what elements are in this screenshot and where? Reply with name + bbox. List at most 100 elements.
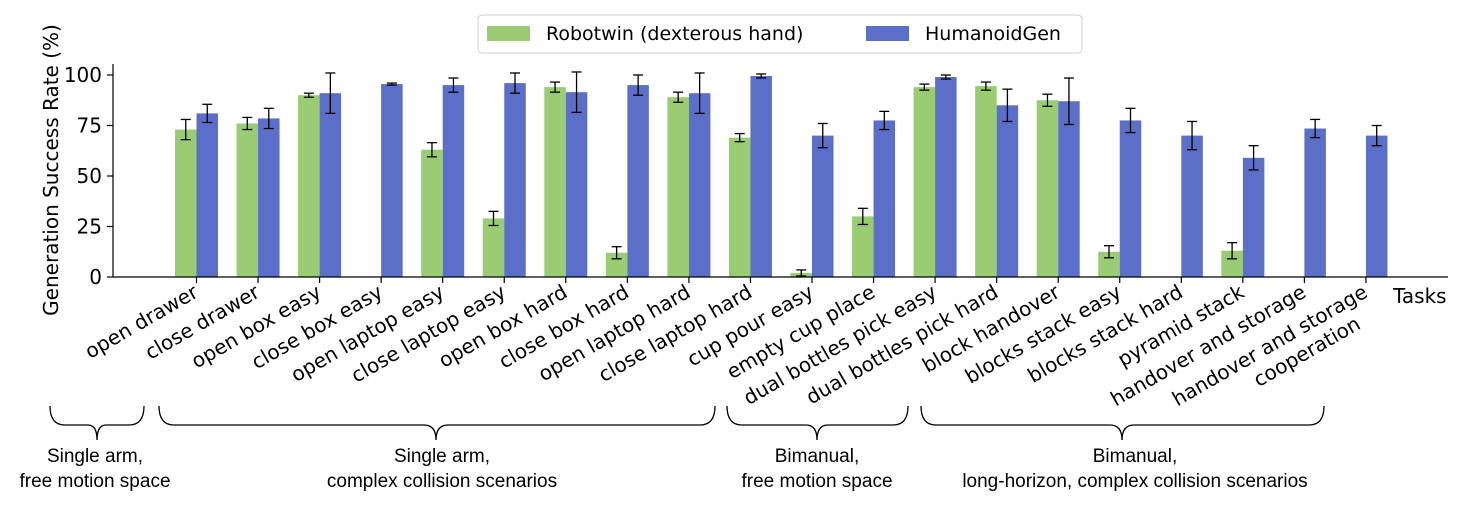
bar-robotwin-14: [975, 86, 997, 277]
bar-robotwin-1: [175, 129, 197, 277]
error-bar-robotwin-5: [426, 142, 437, 158]
group-2-line2: complex collision scenarios: [327, 471, 557, 492]
legend-swatch-robotwin: [487, 26, 530, 41]
legend-swatch-humanoidgen: [866, 26, 909, 41]
error-bar-humanoidgen-1: [202, 103, 213, 124]
bar-humanoidgen-9: [688, 93, 711, 278]
group-brace-1: [49, 405, 145, 441]
error-bar-humanoidgen-19: [1310, 118, 1321, 139]
error-bar-humanoidgen-16: [1125, 107, 1136, 134]
group-1-line2: free motion space: [19, 471, 170, 492]
group-brace-3: [726, 405, 909, 441]
error-bar-robotwin-13: [919, 83, 930, 91]
bar-robotwin-16: [1098, 251, 1120, 277]
error-bar-robotwin-14: [980, 81, 991, 91]
group-4-line1: Bimanual,: [1093, 446, 1178, 467]
error-bar-humanoidgen-11: [817, 122, 828, 149]
error-bar-robotwin-11: [796, 269, 807, 277]
bar-humanoidgen-17: [1181, 135, 1203, 277]
group-brace-4: [920, 405, 1325, 441]
error-bar-humanoidgen-7: [571, 71, 582, 114]
bar-robotwin-5: [421, 149, 443, 277]
bar-robotwin-6: [482, 218, 505, 277]
error-bar-robotwin-8: [611, 246, 622, 260]
error-bar-robotwin-2: [242, 116, 253, 131]
error-bar-robotwin-7: [550, 81, 561, 93]
bar-robotwin-9: [667, 97, 689, 277]
error-bar-robotwin-12: [857, 207, 868, 226]
bar-humanoidgen-5: [442, 85, 465, 277]
y-tick-label-50: 50: [77, 164, 102, 188]
bar-layer: [175, 76, 1388, 278]
error-bar-humanoidgen-10: [756, 73, 767, 79]
error-bar-robotwin-18: [1227, 242, 1238, 260]
group-3-line1: Bimanual,: [775, 446, 860, 467]
group-brace-2: [158, 405, 716, 441]
error-bar-humanoidgen-13: [940, 74, 951, 80]
task-groups: Single arm, free motion space Single arm…: [19, 405, 1325, 492]
bar-humanoidgen-18: [1242, 157, 1265, 277]
bar-robotwin-13: [913, 87, 936, 278]
group-1-line1: Single arm,: [47, 446, 143, 467]
y-tick-label-25: 25: [77, 215, 102, 239]
group-2-line1: Single arm,: [394, 446, 490, 467]
bar-robotwin-12: [852, 216, 874, 277]
error-bar-humanoidgen-6: [510, 72, 520, 94]
bar-humanoidgen-15: [1058, 101, 1080, 277]
bar-robotwin-10: [728, 137, 751, 277]
error-bar-humanoidgen-14: [1002, 88, 1013, 123]
legend-frame: [477, 14, 1083, 54]
error-bar-humanoidgen-12: [879, 110, 890, 131]
bar-humanoidgen-16: [1119, 120, 1142, 277]
axes: [112, 64, 1448, 278]
error-bar-humanoidgen-8: [633, 74, 644, 96]
bar-humanoidgen-7: [565, 92, 588, 277]
error-bar-humanoidgen-20: [1371, 124, 1382, 147]
y-tick-label-0: 0: [89, 265, 102, 289]
bar-humanoidgen-13: [935, 77, 957, 278]
bar-humanoidgen-10: [750, 76, 772, 277]
error-bar-humanoidgen-3: [325, 72, 336, 115]
error-bar-layer: [180, 71, 1382, 277]
error-bar-robotwin-1: [180, 118, 191, 141]
group-3-line2: free motion space: [741, 471, 892, 492]
legend-label-humanoidgen: HumanoidGen: [925, 23, 1061, 45]
error-bar-humanoidgen-17: [1187, 120, 1198, 151]
y-tick-label-100: 100: [64, 63, 102, 87]
x-axis-label: Tasks: [1392, 284, 1447, 308]
legend-label-robotwin: Robotwin (dexterous hand): [546, 23, 803, 45]
bar-robotwin-18: [1221, 250, 1243, 277]
error-bar-robotwin-16: [1104, 245, 1114, 259]
bar-humanoidgen-14: [996, 105, 1019, 277]
error-bar-robotwin-6: [488, 210, 499, 227]
bar-humanoidgen-12: [873, 120, 896, 277]
error-bar-robotwin-10: [734, 132, 745, 143]
bar-humanoidgen-3: [319, 93, 342, 278]
bar-humanoidgen-1: [196, 113, 218, 277]
y-tick-label-75: 75: [77, 114, 102, 138]
bar-robotwin-2: [236, 123, 259, 277]
bar-humanoidgen-11: [812, 135, 834, 277]
error-bar-humanoidgen-15: [1063, 77, 1074, 126]
error-bar-robotwin-3: [303, 92, 314, 98]
bar-robotwin-8: [605, 252, 628, 277]
y-axis-label: Generation Success Rate (%): [39, 24, 63, 316]
bar-robotwin-3: [298, 95, 320, 277]
bar-robotwin-15: [1036, 100, 1059, 277]
error-bar-humanoidgen-5: [448, 77, 459, 93]
group-4-line2: long-horizon, complex collision scenario…: [962, 471, 1307, 492]
error-bar-humanoidgen-4: [386, 82, 397, 86]
error-bar-humanoidgen-18: [1248, 145, 1259, 171]
bar-humanoidgen-2: [258, 118, 280, 278]
bar-humanoidgen-20: [1365, 135, 1388, 277]
error-bar-robotwin-15: [1042, 93, 1053, 107]
error-bar-robotwin-9: [673, 91, 684, 103]
bar-humanoidgen-4: [381, 84, 403, 277]
bar-robotwin-7: [544, 87, 566, 278]
bar-humanoidgen-6: [504, 83, 526, 277]
y-ticks: 0 25 50 75 100: [64, 63, 113, 289]
error-bar-humanoidgen-9: [694, 72, 705, 115]
bar-humanoidgen-19: [1304, 128, 1326, 277]
